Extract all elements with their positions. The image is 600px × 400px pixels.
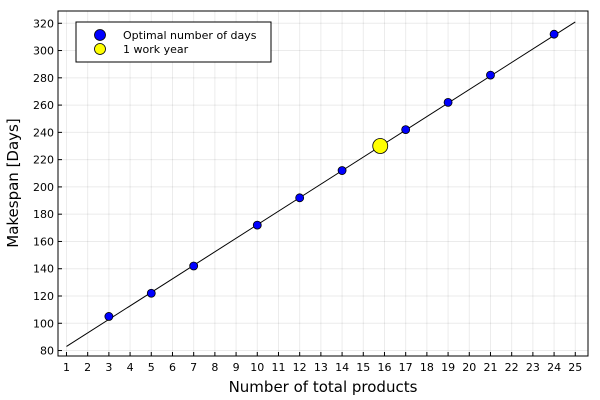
data-point-optimal (486, 70, 495, 80)
x-tick-label: 8 (211, 361, 218, 374)
x-tick-label: 14 (335, 361, 349, 374)
legend-label-optimal: Optimal number of days (123, 29, 257, 42)
x-tick-label: 9 (233, 361, 240, 374)
x-tick-label: 25 (568, 361, 582, 374)
x-tick-label: 21 (483, 361, 497, 374)
x-tick-label: 1 (63, 361, 70, 374)
data-point-optimal (252, 220, 262, 230)
legend-box (75, 21, 272, 63)
x-tick-label: 23 (526, 361, 540, 374)
y-tick-label: 200 (33, 181, 54, 194)
data-point-work-year (372, 138, 389, 154)
x-tick-label: 18 (420, 361, 434, 374)
y-tick-label: 220 (33, 154, 54, 167)
y-tick-label: 260 (33, 99, 54, 112)
x-tick-label: 19 (441, 361, 455, 374)
y-tick-label: 140 (33, 263, 54, 276)
x-axis-ticks: 1 2 3 4 5 6 7 8 9 10 11 12 13 14 15 16 17 18 19 20 21 22 23 24 2… (63, 352, 582, 374)
y-tick-label: 100 (33, 317, 54, 330)
y-axis-ticks: 80 100 120 140 160 180 200 220 240 260 280 300 320 (33, 17, 62, 358)
x-tick-label: 5 (148, 361, 155, 374)
y-tick-label: 80 (40, 345, 54, 358)
x-tick-label: 24 (547, 361, 561, 374)
grid (58, 11, 588, 356)
y-tick-label: 280 (33, 72, 54, 85)
y-tick-label: 240 (33, 126, 54, 139)
x-tick-label: 11 (271, 361, 285, 374)
legend: Optimal number of days 1 work year (75, 21, 272, 63)
data-point-optimal (337, 166, 347, 175)
x-axis-label: Number of total products (229, 378, 418, 396)
y-tick-label: 180 (33, 208, 54, 221)
x-tick-label: 12 (293, 361, 307, 374)
legend-marker-work-year (94, 43, 106, 55)
x-tick-label: 6 (169, 361, 176, 374)
data-point-optimal (401, 125, 411, 135)
x-tick-label: 13 (314, 361, 328, 374)
x-tick-label: 15 (356, 361, 370, 374)
x-tick-label: 10 (250, 361, 264, 374)
data-point-optimal (295, 193, 305, 203)
x-tick-label: 17 (399, 361, 413, 374)
data-point-optimal (104, 312, 114, 321)
plot-frame (57, 10, 589, 357)
x-tick-label: 20 (462, 361, 476, 374)
data-point-optimal (549, 29, 559, 39)
legend-label-work-year: 1 work year (123, 43, 189, 56)
x-tick-label: 7 (190, 361, 197, 374)
x-tick-label: 4 (127, 361, 134, 374)
legend-marker-optimal (94, 29, 106, 41)
data-point-optimal (443, 97, 453, 107)
y-tick-label: 300 (33, 45, 54, 58)
data-point-optimal (146, 288, 156, 298)
y-tick-label: 120 (33, 290, 54, 303)
x-tick-label: 22 (505, 361, 519, 374)
x-tick-label: 2 (84, 361, 91, 374)
data-points (104, 29, 559, 321)
x-tick-label: 3 (105, 361, 112, 374)
data-point-optimal (189, 261, 199, 271)
y-axis-label: Makespan [Days] (4, 118, 22, 247)
y-tick-label: 320 (33, 17, 54, 30)
y-tick-label: 160 (33, 235, 54, 248)
x-tick-label: 16 (377, 361, 391, 374)
